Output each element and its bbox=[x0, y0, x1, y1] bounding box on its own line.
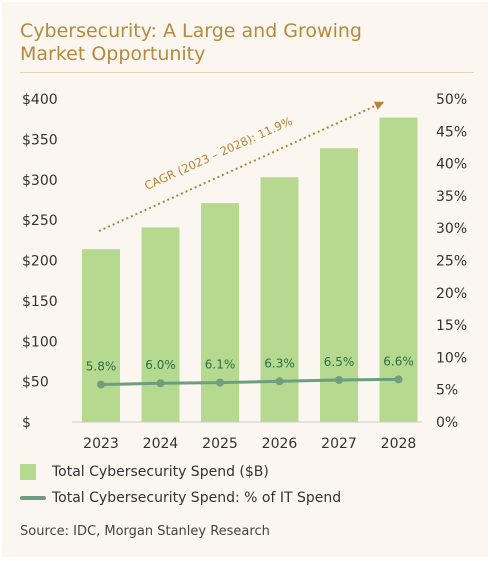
y-left-tick-label: $200 bbox=[22, 254, 58, 270]
percent-line bbox=[100, 377, 399, 387]
percent-point bbox=[394, 375, 403, 384]
x-tick-label: 2026 bbox=[262, 436, 298, 452]
bar bbox=[141, 227, 180, 422]
y-right-tick-label: 15% bbox=[436, 318, 467, 334]
combo-chart: $ $50 $100 $150 $200 $250 $300 $350 $400 0% 5% 10% 1… bbox=[22, 92, 467, 452]
chart-title: Cybersecurity: A Large and Growing Marke… bbox=[20, 20, 460, 66]
percent-data-label: 6.5% bbox=[324, 355, 355, 369]
y-right-tick-label: 40% bbox=[436, 157, 467, 173]
y-right-tick-label: 25% bbox=[436, 254, 467, 270]
percent-data-label: 6.6% bbox=[383, 354, 414, 368]
legend-line-label: Total Cybersecurity Spend: % of IT Spend bbox=[52, 490, 342, 506]
percent-data-label: 6.0% bbox=[145, 358, 176, 372]
y-left-tick-label: $50 bbox=[22, 375, 49, 391]
cagr-arrow-line bbox=[98, 101, 385, 232]
bar bbox=[201, 203, 239, 422]
y-right-tick-label: 30% bbox=[436, 221, 467, 237]
y-right-tick-label: 50% bbox=[436, 92, 467, 108]
percent-data-label: 5.8% bbox=[86, 360, 117, 374]
y-right-tick-label: 45% bbox=[436, 124, 467, 140]
percent-point bbox=[275, 377, 284, 386]
bar bbox=[82, 249, 120, 422]
cagr-arrow-head bbox=[373, 101, 384, 110]
percent-point bbox=[335, 376, 343, 385]
bar bbox=[379, 117, 418, 422]
y-left-tick-label: $300 bbox=[22, 173, 58, 189]
title-divider bbox=[20, 72, 474, 73]
x-tick-label: 2025 bbox=[202, 436, 238, 452]
x-tick-label: 2024 bbox=[143, 436, 179, 452]
y-left-tick-label: $400 bbox=[22, 92, 58, 108]
legend-bar-label: Total Cybersecurity Spend ($B) bbox=[52, 464, 269, 480]
x-tick-label: 2023 bbox=[83, 436, 119, 452]
y-left-tick-label: $100 bbox=[22, 334, 58, 350]
y-right-tick-label: 10% bbox=[436, 350, 467, 366]
chart-card: Cybersecurity: A Large and Growing Marke… bbox=[2, 2, 488, 557]
y-left-tick-label: $350 bbox=[22, 132, 58, 148]
percent-point bbox=[216, 378, 224, 387]
source-note: Source: IDC, Morgan Stanley Research bbox=[20, 524, 270, 539]
legend-item-line: Total Cybersecurity Spend: % of IT Spend bbox=[20, 490, 341, 506]
percent-point bbox=[156, 379, 165, 388]
legend-item-bar: Total Cybersecurity Spend ($B) bbox=[20, 464, 269, 480]
percent-point bbox=[97, 380, 105, 389]
legend-line-swatch bbox=[20, 496, 46, 500]
chart-title-line-2: Market Opportunity bbox=[20, 43, 206, 65]
y-left-tick-label: $150 bbox=[22, 294, 58, 310]
y-right-tick-label: 20% bbox=[436, 286, 467, 302]
percent-data-label: 6.3% bbox=[264, 356, 295, 370]
y-right-tick-label: 0% bbox=[436, 415, 458, 431]
y-right-tick-label: 5% bbox=[436, 383, 458, 399]
legend-bar-swatch bbox=[20, 464, 36, 480]
x-tick-label: 2028 bbox=[381, 436, 417, 452]
x-tick-label: 2027 bbox=[321, 436, 357, 452]
y-left-tick-label: $250 bbox=[22, 213, 58, 229]
y-left-tick-label: $ bbox=[22, 415, 31, 431]
y-right-tick-label: 35% bbox=[436, 189, 467, 205]
percent-data-label: 6.1% bbox=[205, 358, 236, 372]
chart-title-line-1: Cybersecurity: A Large and Growing bbox=[20, 20, 362, 42]
